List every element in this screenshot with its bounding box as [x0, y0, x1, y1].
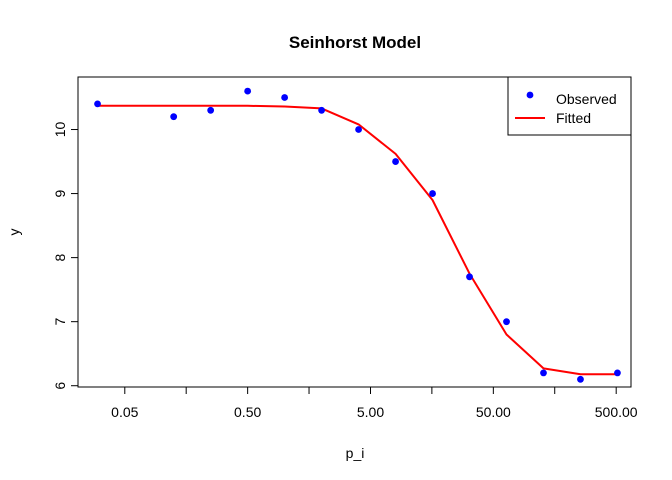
- chart-title: Seinhorst Model: [289, 33, 421, 52]
- observed-point: [170, 113, 178, 121]
- fitted-line: [97, 104, 618, 376]
- y-axis-label: y: [6, 229, 22, 236]
- observed-point: [392, 158, 399, 165]
- observed-point: [503, 318, 510, 326]
- legend: Observed Fitted: [507, 76, 632, 136]
- x-tick-label: 5.00: [357, 404, 384, 420]
- observed-point: [466, 273, 473, 281]
- plot-box: [77, 76, 632, 388]
- observed-point: [318, 106, 326, 114]
- legend-box: [507, 76, 632, 136]
- observed-point: [207, 106, 215, 114]
- x-axis: 0.05 0.50 5.00 50.00 500.00: [111, 387, 638, 420]
- observed-series: [94, 87, 621, 383]
- y-axis: 6 7 8 9 10: [52, 122, 78, 390]
- x-tick-label: 500.00: [595, 404, 638, 420]
- observed-point: [577, 375, 584, 383]
- observed-point: [355, 126, 362, 133]
- y-tick-label: 9: [52, 189, 68, 197]
- observed-point: [281, 94, 289, 101]
- x-tick-label: 50.00: [476, 404, 511, 420]
- legend-point-swatch: [526, 91, 534, 99]
- legend-label: Fitted: [556, 110, 591, 126]
- observed-point: [614, 369, 621, 377]
- x-tick-label: 0.50: [234, 404, 261, 420]
- legend-label: Observed: [556, 91, 617, 107]
- x-axis-label: p_i: [346, 445, 365, 461]
- fitted-series: [97, 104, 618, 376]
- y-tick-label: 6: [52, 382, 68, 390]
- y-tick-label: 8: [52, 254, 68, 262]
- y-tick-label: 10: [52, 122, 68, 138]
- observed-point: [244, 87, 252, 95]
- observed-point: [429, 190, 436, 197]
- y-tick-label: 7: [52, 318, 68, 326]
- observed-point: [94, 100, 101, 108]
- x-tick-label: 0.05: [111, 404, 138, 420]
- observed-point: [540, 369, 547, 377]
